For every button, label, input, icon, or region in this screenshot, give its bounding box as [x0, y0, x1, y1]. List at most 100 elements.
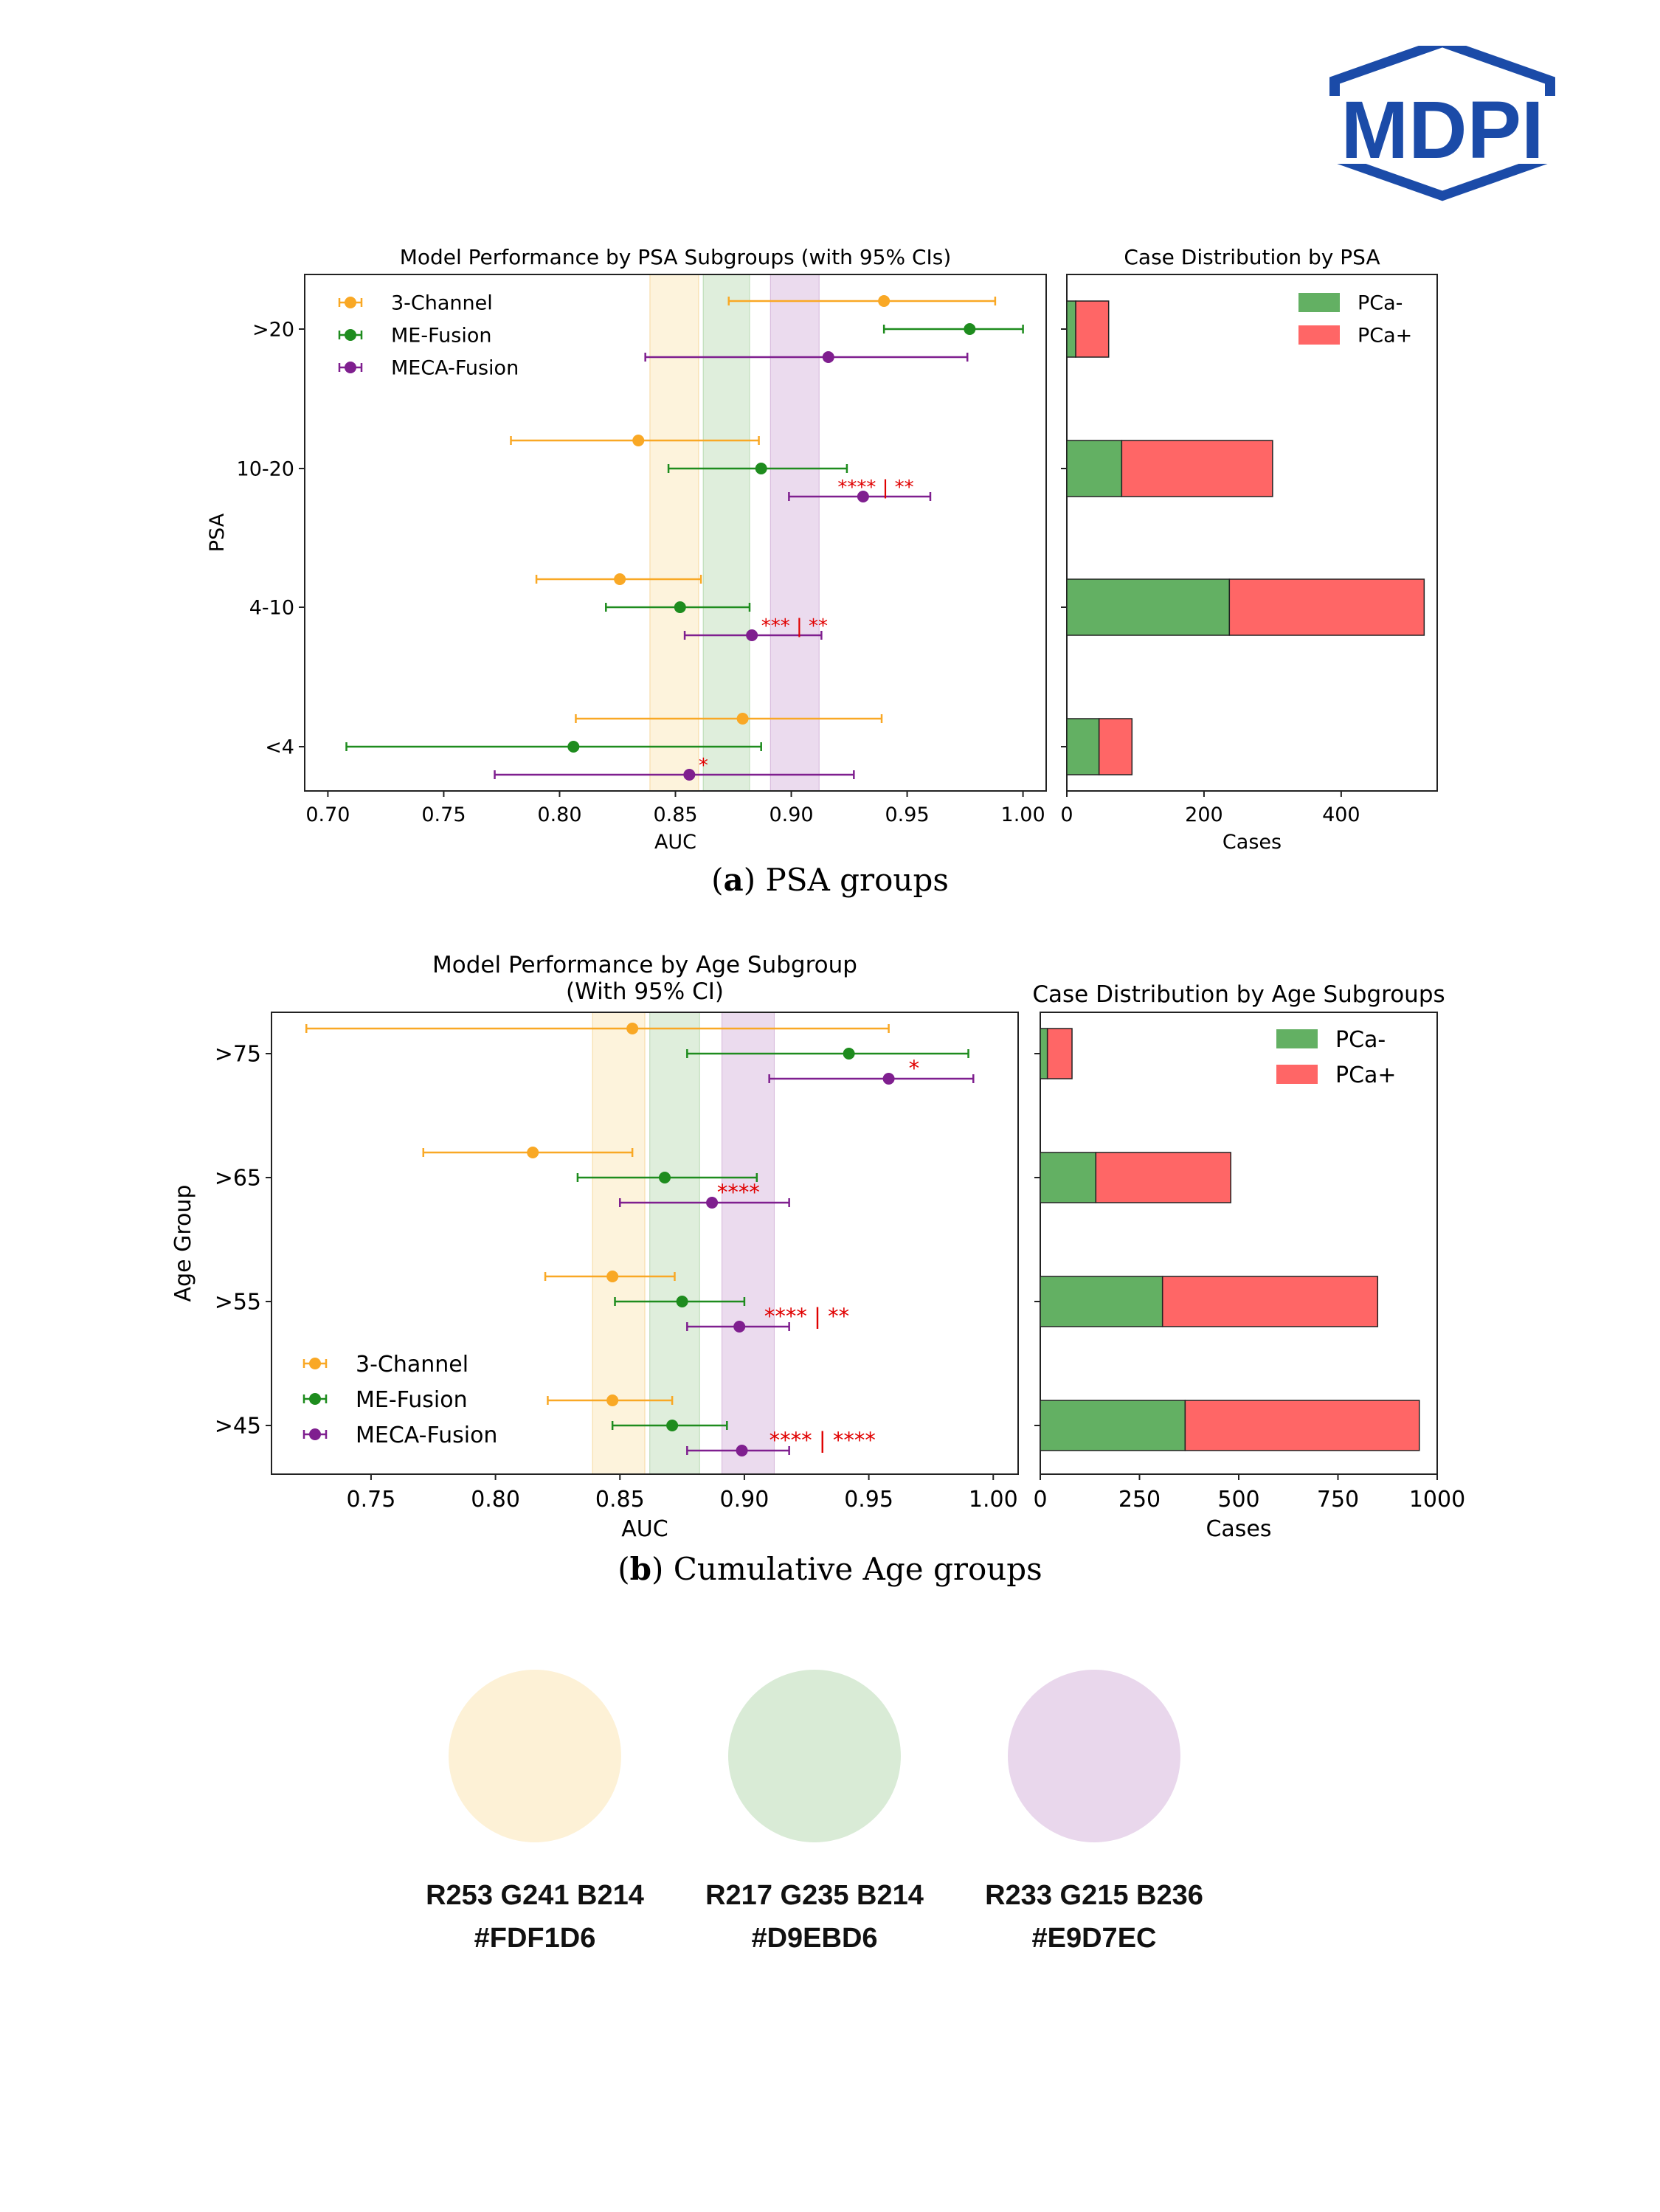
psa-auc-legend-dot: [345, 329, 356, 341]
swatch-green: [728, 1670, 901, 1842]
psa-cases-legend-swatch: [1298, 325, 1340, 345]
psa-auc-point-3-channel: [614, 573, 626, 585]
psa-auc-ytick-label: 10-20: [237, 457, 294, 480]
psa-auc-point-meca-fusion: [822, 351, 834, 363]
age-auc-ytick-label: >65: [215, 1166, 261, 1192]
psa-auc-ytick-label: <4: [265, 736, 294, 758]
psa-auc-legend-label: MECA-Fusion: [391, 357, 519, 380]
age-auc-point-me-fusion: [843, 1048, 855, 1060]
age-auc-ytick-label: >55: [215, 1290, 261, 1316]
caption-b: (b) Cumulative Age groups: [618, 1551, 1042, 1587]
swatch-label-orange: R253 G241 B214 #FDF1D6: [380, 1874, 690, 1960]
swatch-hex-orange: #FDF1D6: [474, 1923, 596, 1954]
psa-cases-bar-pca-pos: [1098, 718, 1133, 775]
caption-a-text: PSA groups: [765, 862, 949, 898]
psa-auc-ytick-label: 4-10: [249, 596, 294, 619]
age-auc-xtick-label: 0.75: [347, 1487, 396, 1513]
age-auc-ytick-label: >75: [215, 1042, 261, 1068]
psa-cases-frame: [1066, 274, 1438, 792]
psa-cases-title: Case Distribution by PSA: [1124, 245, 1380, 269]
age-auc-xtick-label: 0.80: [471, 1487, 520, 1513]
psa-auc-point-3-channel: [632, 435, 645, 446]
age-auc-ylabel: Age Group: [170, 1185, 196, 1302]
age-auc-legend-label: ME-Fusion: [356, 1387, 468, 1413]
logo-text: MDPI: [1341, 85, 1544, 176]
psa-cases-bar-pca-pos: [1228, 578, 1425, 636]
age-auc-legend-dot: [309, 1393, 321, 1405]
psa-auc-point-me-fusion: [755, 463, 767, 474]
age-auc-band-meca-fusion: [722, 1012, 775, 1475]
age-auc-point-3-channel: [626, 1023, 639, 1034]
psa-cases-bar-pca-pos: [1121, 440, 1273, 497]
age-auc-point-meca-fusion: [733, 1321, 746, 1333]
psa-cases-xtick-label: 0: [1060, 803, 1073, 826]
psa-auc-point-meca-fusion: [746, 629, 758, 641]
age-auc-xtick-label: 0.85: [595, 1487, 645, 1513]
psa-auc-significance: *** | **: [761, 615, 828, 637]
psa-cases-xtick-label: 400: [1322, 803, 1360, 826]
age-auc-xlabel: AUC: [621, 1516, 668, 1542]
caption-b-text: Cumulative Age groups: [673, 1551, 1042, 1587]
psa-auc-point-3-channel: [736, 713, 749, 725]
swatch-rgb-orange: R253 G241 B214: [426, 1880, 644, 1911]
age-cases-bar-pca-pos: [1095, 1152, 1231, 1203]
age-auc-point-me-fusion: [658, 1172, 671, 1183]
swatch-hex-purple: #E9D7EC: [1031, 1923, 1157, 1954]
age-auc-title: Model Performance by Age Subgroup: [432, 952, 857, 978]
psa-auc-legend-label: 3-Channel: [391, 292, 493, 315]
age-auc-significance: **** | ****: [770, 1428, 876, 1453]
caption-a-label: a: [723, 862, 744, 898]
psa-auc-point-me-fusion: [674, 601, 686, 613]
psa-auc-band-3-channel: [649, 274, 699, 792]
psa-auc-xtick-label: 0.85: [653, 803, 697, 826]
age-auc-point-3-channel: [606, 1394, 619, 1406]
age-cases-bar-pca-pos: [1046, 1028, 1073, 1079]
age-auc-band-me-fusion: [649, 1012, 700, 1475]
psa-auc-point-meca-fusion: [857, 491, 869, 502]
psa-cases-bar-pca-neg: [1066, 718, 1100, 775]
age-auc-legend-dot: [309, 1428, 321, 1440]
age-auc-point-meca-fusion: [882, 1073, 895, 1085]
psa-auc-point-me-fusion: [567, 741, 580, 753]
psa-auc-significance: *: [699, 755, 708, 777]
age-cases-legend-label: PCa-: [1335, 1027, 1386, 1053]
psa-auc-xtick-label: 0.75: [421, 803, 466, 826]
swatch-rgb-green: R217 G235 B214: [705, 1880, 924, 1911]
age-cases-bar-pca-neg: [1040, 1028, 1048, 1079]
psa-auc-legend-label: ME-Fusion: [391, 325, 491, 348]
age-auc-significance: *: [909, 1056, 920, 1081]
age-auc-point-3-channel: [527, 1147, 539, 1158]
psa-cases-bar-pca-pos: [1075, 300, 1110, 358]
age-cases-title: Case Distribution by Age Subgroups: [1032, 981, 1445, 1008]
swatch-hex-green: #D9EBD6: [751, 1923, 878, 1954]
psa-cases-bar-pca-neg: [1066, 440, 1123, 497]
age-auc-point-meca-fusion: [706, 1197, 719, 1209]
psa-auc-title: Model Performance by PSA Subgroups (with…: [400, 245, 952, 269]
psa-auc-point-3-channel: [878, 295, 890, 307]
psa-cases-legend-swatch: [1298, 293, 1340, 312]
psa-cases-xlabel: Cases: [1222, 831, 1282, 854]
psa-auc-significance: **** | **: [837, 477, 913, 499]
psa-auc-xtick-label: 0.95: [885, 803, 930, 826]
caption-a: (a) PSA groups: [711, 862, 949, 898]
age-cases-bar-pca-pos: [1161, 1276, 1379, 1327]
age-auc-frame: [271, 1012, 1019, 1475]
age-cases-legend-swatch: [1276, 1065, 1318, 1084]
psa-auc-legend-dot: [345, 362, 356, 373]
age-cases-bar-pca-neg: [1040, 1400, 1186, 1451]
psa-auc-ytick-label: >20: [252, 318, 294, 341]
psa-auc-xtick-label: 0.80: [537, 803, 581, 826]
age-cases-bar-pca-pos: [1184, 1400, 1420, 1451]
age-cases-legend-label: PCa+: [1335, 1062, 1397, 1088]
age-cases-legend-swatch: [1276, 1029, 1318, 1048]
age-auc-significance: ****: [717, 1180, 760, 1205]
psa-auc-ylabel: PSA: [206, 513, 229, 552]
swatch-orange: [449, 1670, 621, 1842]
age-auc-point-3-channel: [606, 1271, 619, 1282]
age-auc-legend-label: MECA-Fusion: [356, 1423, 497, 1448]
swatch-label-purple: R233 G215 B236 #E9D7EC: [939, 1874, 1249, 1960]
age-auc-xtick-label: 0.90: [720, 1487, 770, 1513]
age-cases-bar-pca-neg: [1040, 1276, 1163, 1327]
age-auc-subtitle: (With 95% CI): [566, 978, 724, 1005]
psa-auc-xtick-label: 0.90: [769, 803, 813, 826]
